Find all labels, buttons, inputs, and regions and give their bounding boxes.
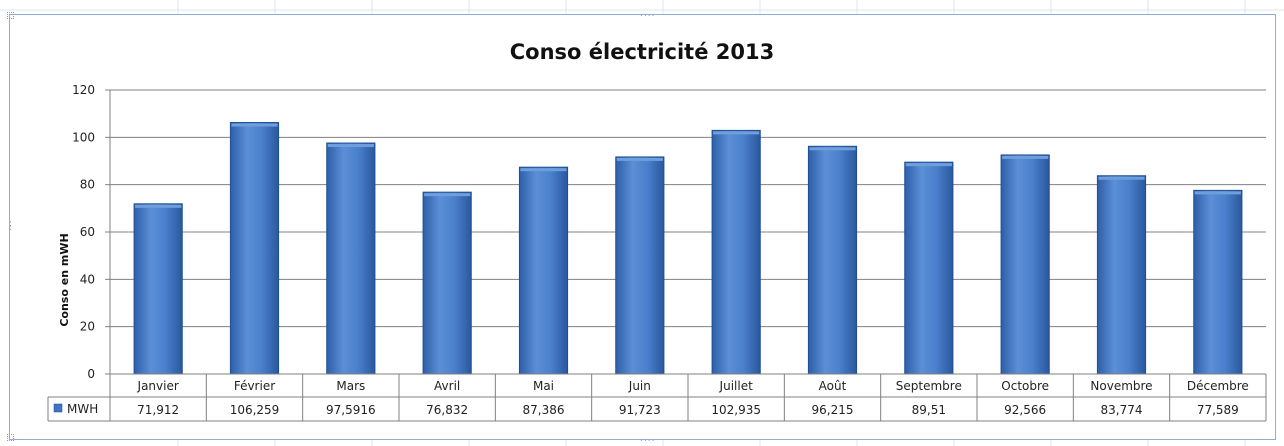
bar-top-highlight: [424, 193, 470, 196]
data-table-value: 76,832: [426, 403, 468, 417]
bar: [1194, 190, 1242, 374]
x-category-label: Juin: [628, 379, 651, 393]
bar-top-highlight: [809, 147, 855, 150]
y-tick-label: 0: [87, 367, 95, 381]
data-table-value: 92,566: [1004, 403, 1046, 417]
bar-top-highlight: [135, 205, 181, 208]
x-category-label: Janvier: [137, 379, 179, 393]
data-table-value: 106,259: [230, 403, 280, 417]
bar-top-highlight: [1002, 156, 1048, 159]
data-table-value: 91,723: [619, 403, 661, 417]
x-category-label: Novembre: [1090, 379, 1152, 393]
y-tick-label: 100: [72, 130, 95, 144]
x-category-label: Octobre: [1001, 379, 1049, 393]
data-table-value: 83,774: [1101, 403, 1143, 417]
data-table-value: 87,386: [523, 403, 565, 417]
x-category-label: Mai: [533, 379, 554, 393]
bar-top-highlight: [617, 158, 663, 161]
bar: [1001, 155, 1049, 374]
bar: [905, 162, 953, 374]
bar: [134, 204, 182, 374]
data-table-value: 97,5916: [326, 403, 376, 417]
data-table-value: 71,912: [137, 403, 179, 417]
legend-label: MWH: [67, 402, 98, 416]
y-tick-label: 60: [80, 225, 95, 239]
bar: [808, 146, 856, 374]
bar-top-highlight: [520, 168, 566, 171]
bar-top-highlight: [1098, 177, 1144, 180]
x-category-label: Juillet: [719, 379, 754, 393]
x-category-label: Août: [819, 379, 847, 393]
legend-key: [54, 404, 62, 412]
bar-top-highlight: [713, 131, 759, 134]
data-table-value: 102,935: [711, 403, 761, 417]
y-tick-label: 80: [80, 178, 95, 192]
y-axis-label: Conso en mWH: [58, 233, 71, 326]
bar-top-highlight: [906, 163, 952, 166]
data-table-value: 96,215: [812, 403, 854, 417]
x-category-label: Mars: [336, 379, 365, 393]
y-tick-label: 20: [80, 320, 95, 334]
bar-top-highlight: [328, 144, 374, 147]
bar: [1097, 176, 1145, 374]
y-tick-label: 40: [80, 272, 95, 286]
x-category-label: Décembre: [1187, 379, 1249, 393]
bar: [616, 157, 664, 374]
bar: [519, 167, 567, 374]
y-tick-label: 120: [72, 83, 95, 97]
x-category-label: Février: [234, 379, 275, 393]
bar: [712, 130, 760, 374]
bar-top-highlight: [231, 124, 277, 127]
bar: [327, 143, 375, 374]
bar-top-highlight: [1195, 191, 1241, 194]
data-table-value: 89,51: [912, 403, 946, 417]
x-category-label: Avril: [434, 379, 460, 393]
bar: [423, 192, 471, 374]
data-table-value: 77,589: [1197, 403, 1239, 417]
bar: [230, 123, 278, 374]
x-category-label: Septembre: [896, 379, 962, 393]
